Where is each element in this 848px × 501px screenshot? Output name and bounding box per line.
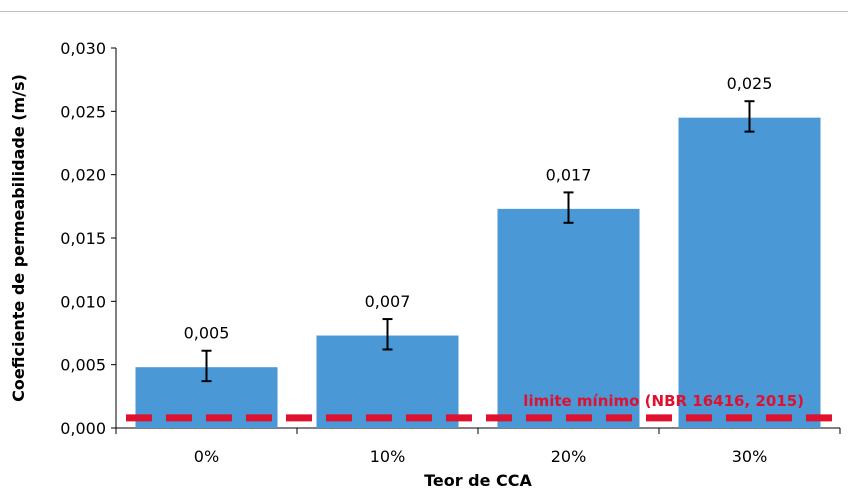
y-tick-label: 0,005 [60,356,106,375]
y-tick-label: 0,000 [60,419,106,438]
y-tick-label: 0,015 [60,229,106,248]
value-label: 0,007 [365,292,411,311]
bars [135,117,821,429]
x-tick-label: 30% [732,447,768,466]
x-tick-label: 10% [370,447,406,466]
top-divider [0,11,848,12]
value-label: 0,017 [546,165,592,184]
value-labels: 0,005 0,007 0,017 0,025 [184,74,773,343]
y-ticks: 0,000 0,005 0,010 0,015 0,020 0,025 0,030 [60,39,116,438]
bar [678,117,821,429]
y-tick-label: 0,020 [60,166,106,185]
reference-line-group: limite mínimo (NBR 16416, 2015) [126,392,840,422]
x-tick-label: 0% [194,447,219,466]
reference-line-label: limite mínimo (NBR 16416, 2015) [523,392,804,410]
value-label: 0,005 [184,324,230,343]
bar [497,208,640,428]
error-bars [201,100,755,383]
y-axis-title: Coeficiente de permeabilidade (m/s) [9,74,28,402]
y-tick-label: 0,010 [60,292,106,311]
y-tick-label: 0,025 [60,102,106,121]
value-label: 0,025 [727,74,773,93]
x-ticks: 0% 10% 20% 30% [115,428,841,466]
y-tick-label: 0,030 [60,39,106,58]
x-axis-title: Teor de CCA [424,471,532,490]
x-tick-label: 20% [551,447,587,466]
bar [316,335,459,428]
